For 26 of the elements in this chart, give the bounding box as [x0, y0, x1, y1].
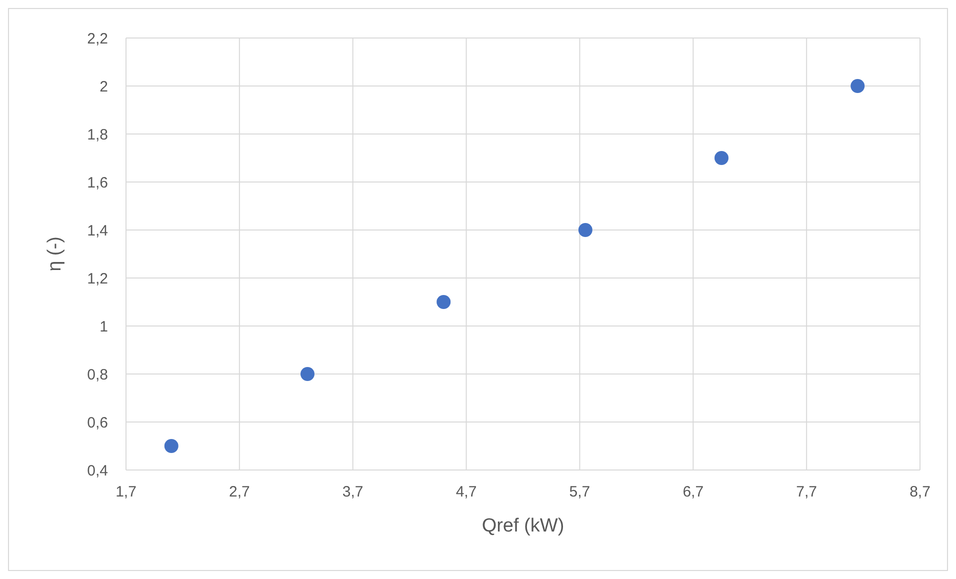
y-tick-label: 1 [100, 318, 108, 336]
y-tick-label: 1,2 [87, 270, 108, 288]
x-tick-label: 2,7 [229, 484, 250, 501]
point [300, 367, 314, 381]
y-tick-label: 1,6 [87, 174, 108, 192]
x-axis-title: Qref (kW) [482, 515, 564, 536]
y-tick-label: 1,8 [87, 126, 108, 144]
point [714, 151, 728, 165]
x-tick-label: 1,7 [116, 484, 136, 501]
point [436, 295, 451, 309]
x-tick-label: 6,7 [682, 484, 704, 501]
y-tick-label: 0,6 [87, 414, 108, 432]
y-tick-label: 2 [100, 78, 108, 96]
point [850, 79, 865, 93]
x-tick-label: 5,7 [569, 484, 590, 501]
y-tick-label: 0,8 [87, 366, 108, 384]
point [164, 439, 178, 453]
point [578, 223, 592, 237]
y-tick-label: 1,4 [87, 222, 108, 240]
x-tick-label: 7,7 [796, 484, 817, 501]
x-tick-label: 3,7 [342, 484, 364, 501]
y-axis-title: η (-) [44, 236, 66, 272]
x-tick-label: 8,7 [910, 484, 930, 501]
y-tick-label: 0,4 [87, 462, 108, 480]
x-tick-label: 4,7 [456, 484, 477, 501]
y-tick-label: 2,2 [87, 30, 108, 48]
